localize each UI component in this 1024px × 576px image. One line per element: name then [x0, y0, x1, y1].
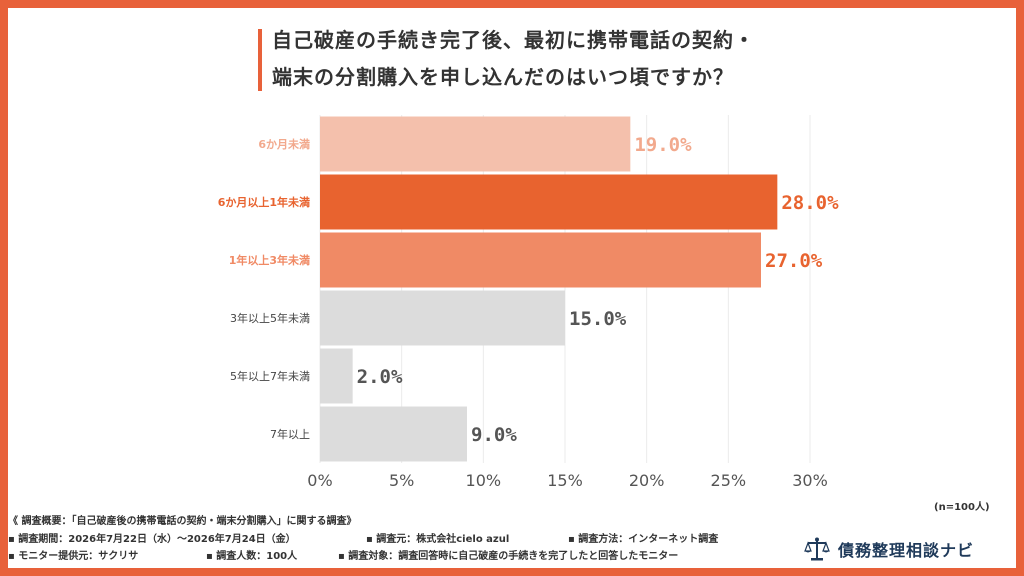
x-tick-label: 15% — [547, 471, 583, 490]
bar — [320, 406, 467, 462]
value-label: 28.0% — [781, 192, 839, 214]
survey-organizer: ▪ 調査元：株式会社cielo azul — [366, 533, 510, 545]
bar — [320, 174, 778, 230]
category-label: 7年以上 — [270, 427, 310, 441]
value-label: 19.0% — [634, 134, 692, 156]
scales-of-justice-icon — [804, 537, 830, 561]
survey-count: ▪ 調査人数：100人 — [206, 551, 298, 562]
x-tick-label: 10% — [466, 471, 502, 490]
x-tick-label: 30% — [792, 471, 828, 490]
bar — [320, 116, 631, 172]
category-label: 5年以上7年未満 — [230, 369, 310, 383]
brand-logo: 債務整理相談ナビ — [804, 534, 974, 564]
category-label: 3年以上5年未満 — [230, 311, 310, 325]
title-line-2: 端末の分割購入を申し込んだのはいつ頃ですか？ — [272, 65, 734, 89]
sample-size-note: (n=100人) — [934, 502, 990, 513]
bar — [320, 290, 565, 346]
chart-title: 自己破産の手続き完了後、最初に携帯電話の契約・ 端末の分割購入を申し込んだのはい… — [272, 22, 972, 96]
x-tick-label: 5% — [389, 471, 414, 490]
category-label: 6か月以上1年未満 — [218, 195, 310, 209]
value-label: 9.0% — [471, 424, 517, 446]
value-label: 15.0% — [569, 308, 627, 330]
bar — [320, 232, 761, 288]
title-line-1: 自己破産の手続き完了後、最初に携帯電話の契約・ — [272, 28, 755, 52]
x-tick-label: 0% — [307, 471, 332, 490]
x-tick-label: 20% — [629, 471, 665, 490]
value-label: 2.0% — [357, 366, 403, 388]
chart-card — [8, 8, 1016, 568]
x-tick-label: 25% — [711, 471, 747, 490]
survey-target: ▪ 調査対象：調査回答時に自己破産の手続きを完了したと回答したモニター — [338, 551, 679, 562]
survey-summary: 《 調査概要：「自己破産後の携帯電話の契約・端末分割購入」に関する調査》 — [8, 516, 357, 527]
survey-footer: 《 調査概要：「自己破産後の携帯電話の契約・端末分割購入」に関する調査》 ▪ 調… — [8, 513, 788, 566]
category-label: 1年以上3年未満 — [229, 253, 310, 267]
value-label: 27.0% — [765, 250, 823, 272]
category-label: 6か月未満 — [258, 137, 310, 151]
brand-name: 債務整理相談ナビ — [838, 541, 975, 560]
bar — [320, 348, 353, 404]
title-accent-bar — [258, 29, 262, 91]
survey-method: ▪ 調査方法：インターネット調査 — [568, 533, 719, 545]
survey-provider: ▪ モニター提供元：サクリサ — [8, 551, 139, 562]
survey-period: ▪ 調査期間：2026年7月22日（水）～2026年7月24日（金） — [8, 533, 296, 545]
